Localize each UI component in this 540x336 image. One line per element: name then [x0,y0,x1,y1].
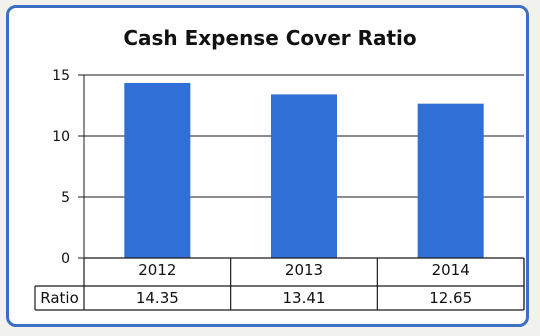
data-table: 2012 2013 2014 Ratio 14.35 13.41 12.65 [34,257,525,311]
bar-2012 [124,82,191,259]
table-value: 13.41 [283,289,326,307]
x-category-label: 2013 [285,261,323,279]
chart-title: Cash Expense Cover Ratio [123,26,417,50]
bars [124,82,484,259]
x-category-label: 2014 [432,261,470,279]
bar-2013 [271,94,337,258]
axes [78,74,85,259]
x-category-label: 2012 [138,261,176,279]
bar-2014 [417,103,484,258]
table-series-label: Ratio [40,289,79,307]
y-tick-label: 10 [52,129,70,145]
y-tick-label: 0 [61,251,70,267]
table-value: 14.35 [136,289,179,307]
table-value: 12.65 [429,289,472,307]
y-tick-label: 5 [61,190,70,206]
y-tick-label: 15 [52,68,70,84]
y-tick-labels: 0 5 10 15 [52,68,70,267]
